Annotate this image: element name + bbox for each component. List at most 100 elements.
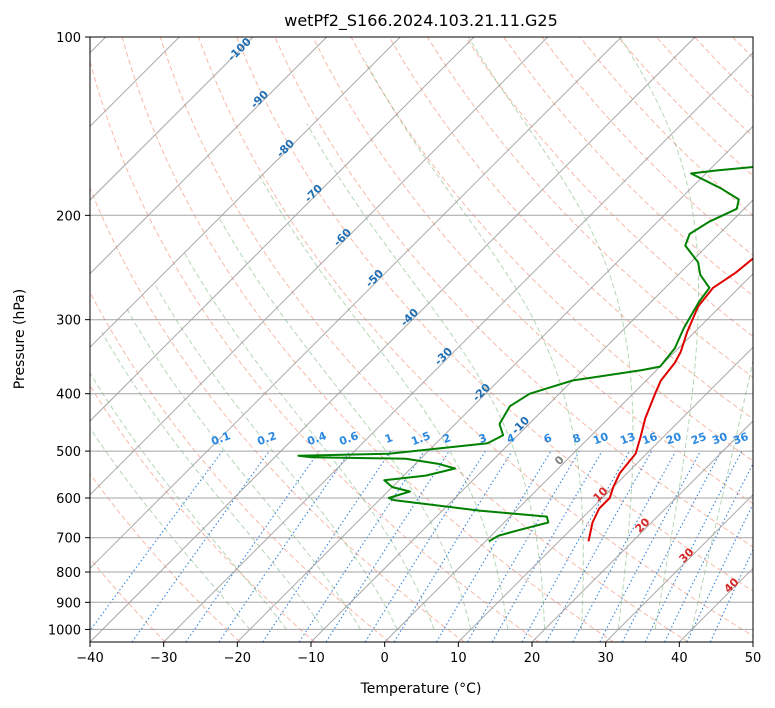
- x-tick-label: 50: [745, 651, 762, 666]
- y-tick-label: 900: [56, 596, 81, 611]
- mixing-ratio-line: [185, 450, 320, 642]
- mixing-ratio-label: 6: [542, 431, 554, 446]
- x-tick-label: −10: [297, 651, 324, 666]
- mixing-ratio-line: [262, 450, 392, 642]
- x-tick-label: 0: [381, 651, 389, 666]
- y-axis-title: Pressure (hPa): [12, 289, 28, 389]
- moist-adiabat: [90, 371, 288, 630]
- isotherm: [90, 37, 475, 422]
- mixing-ratio-line: [218, 450, 351, 642]
- mixing-ratio-label: 1: [383, 431, 395, 446]
- dry-adiabat: [198, 37, 753, 637]
- mixing-ratio-label: 36: [731, 430, 750, 448]
- mixing-ratio-label: 0.1: [209, 429, 232, 448]
- mixing-ratio-line: [545, 450, 653, 642]
- moist-adiabat: [467, 37, 634, 630]
- dry-adiabat: [90, 59, 540, 642]
- isotherm: [90, 37, 622, 570]
- x-axis-title: Temperature (°C): [360, 681, 482, 697]
- mixing-ratio-label: 3: [477, 431, 489, 446]
- dry-adiabat: [90, 291, 390, 642]
- mixing-ratio-label: 8: [571, 431, 583, 446]
- x-tick-label: 10: [450, 651, 467, 666]
- x-tick-label: 20: [524, 651, 541, 666]
- mixing-ratio-line: [644, 450, 743, 642]
- mixing-ratio-label: 10: [591, 430, 610, 448]
- dry-adiabat: [121, 37, 614, 642]
- dry-adiabat: [90, 384, 316, 642]
- isotherm: [90, 37, 328, 275]
- mixing-ratio-line: [298, 450, 425, 642]
- mixing-ratio-line: [521, 450, 630, 642]
- isotherm: [384, 272, 753, 642]
- mixing-ratio-label: 0.4: [305, 429, 328, 448]
- moist-adiabat: [153, 282, 398, 630]
- mixing-ratio-line: [325, 450, 450, 642]
- x-axis: −40 −30 −20 −10 0 10 20 30 40 50: [76, 642, 761, 666]
- moist-adiabat: [306, 123, 546, 630]
- x-tick-label: 30: [597, 651, 614, 666]
- y-tick-label: 400: [56, 388, 81, 403]
- mixing-ratio-label: 0.6: [337, 429, 360, 448]
- mixing-ratio-line: [572, 450, 677, 642]
- chart-title: wetPf2_S166.2024.103.21.11.G25: [284, 11, 558, 31]
- isotherm: [163, 51, 753, 642]
- isotherm: [90, 37, 254, 201]
- moist-adiabat: [365, 61, 584, 630]
- y-tick-label: 800: [56, 566, 81, 581]
- background-lines: [90, 37, 753, 642]
- isotherm: [310, 199, 753, 642]
- mixing-ratio-label: 4: [505, 431, 517, 446]
- dry-adiabat: [274, 37, 753, 548]
- dry-adiabat: [90, 557, 166, 642]
- mixing-ratio-label: 13: [618, 430, 637, 447]
- x-tick-label: −30: [150, 651, 177, 666]
- mixing-ratio-label: 16: [640, 430, 659, 448]
- isotherm: [236, 125, 753, 642]
- isotherm: [605, 493, 753, 642]
- mixing-ratio-label: 0.2: [255, 429, 278, 448]
- moist-adiabat: [101, 331, 324, 630]
- y-tick-label: 200: [56, 209, 81, 224]
- dry-adiabat: [426, 37, 753, 378]
- dry-adiabat: [90, 472, 241, 642]
- dry-adiabat: [236, 37, 753, 592]
- mixing-ratio-line: [393, 450, 513, 642]
- isotherm: [90, 37, 696, 642]
- dry-adiabat: [159, 37, 689, 642]
- x-tick-label: 40: [671, 651, 688, 666]
- x-tick-label: −20: [224, 651, 251, 666]
- mixing-ratio-label: 1.5: [409, 429, 432, 448]
- y-tick-label: 700: [56, 532, 81, 547]
- isotherm: [90, 37, 549, 496]
- x-tick-label: −40: [76, 651, 103, 666]
- moist-adiabat: [619, 37, 699, 630]
- y-tick-label: 600: [56, 492, 81, 507]
- moist-adiabat: [691, 358, 753, 630]
- dewpoint-line: [297, 165, 753, 543]
- y-tick-label: 300: [56, 314, 81, 329]
- moist-adiabat: [217, 215, 472, 630]
- y-tick-label: 100: [56, 31, 81, 46]
- mixing-ratio-label: 25: [689, 430, 708, 447]
- isotherm: [531, 420, 753, 642]
- dry-adiabat: [350, 37, 753, 462]
- mixing-ratio-label: 30: [710, 430, 729, 448]
- profile-lines: [297, 165, 753, 543]
- mixing-ratio-label: 20: [664, 430, 683, 448]
- dry-adiabat: [503, 37, 753, 297]
- y-axis: 100 200 300 400 500 600 700 800 900 1000: [48, 31, 90, 638]
- mixing-ratio-label: 2: [441, 431, 453, 446]
- plot-frame: [89, 36, 754, 643]
- y-tick-label: 1000: [48, 623, 81, 638]
- mixing-ratio-line: [664, 462, 753, 642]
- isotherm: [90, 37, 401, 349]
- temperature-line: [587, 257, 753, 542]
- isotherm: [457, 346, 753, 642]
- moist-adiabat: [90, 427, 251, 630]
- mixing-ratio-line: [131, 450, 270, 642]
- y-tick-label: 500: [56, 445, 81, 460]
- mixing-ratio-line: [90, 450, 223, 632]
